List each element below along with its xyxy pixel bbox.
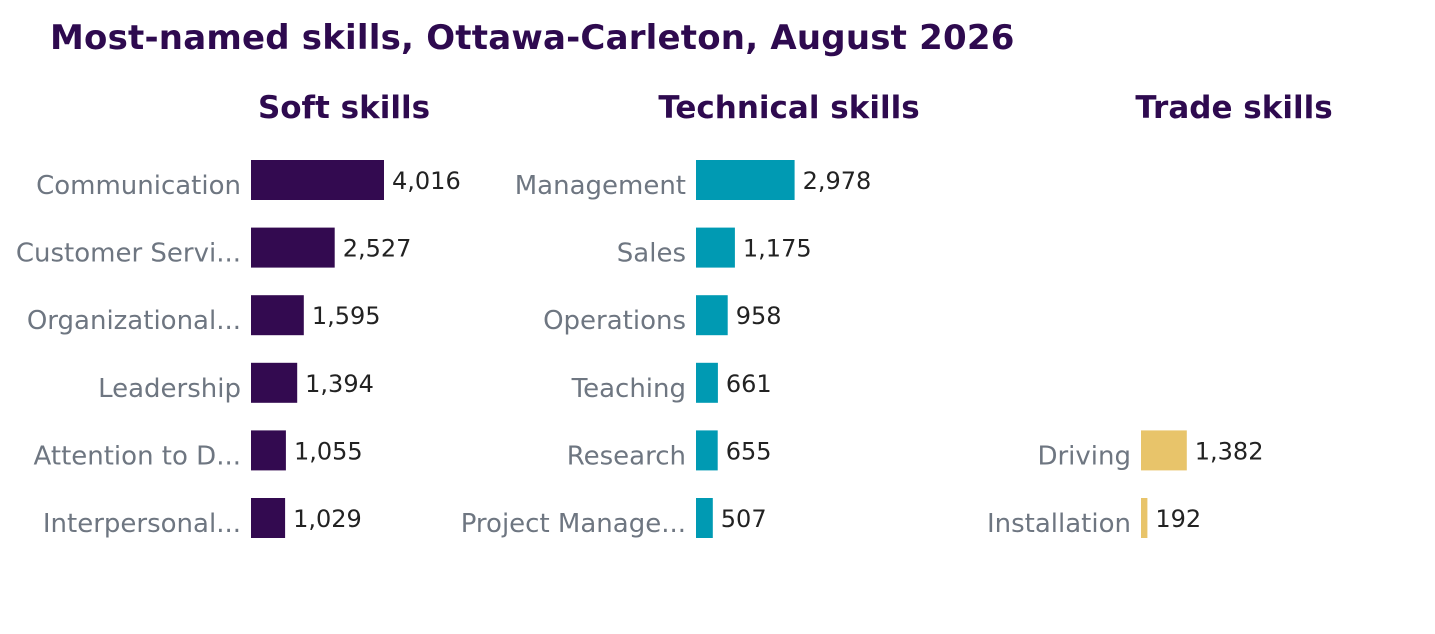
soft-skills-bar xyxy=(251,362,298,403)
soft-skills-bar xyxy=(251,430,286,471)
technical-skills-category-label: Project Manage... xyxy=(461,509,686,539)
technical-skills-category-label: Operations xyxy=(543,306,686,336)
technical-skills-category-label: Sales xyxy=(617,239,686,269)
technical-skills-bar xyxy=(696,160,795,200)
technical-skills-value-label: 2,978 xyxy=(803,167,872,195)
technical-skills-value-label: 507 xyxy=(721,505,767,533)
technical-skills-value-label: 1,175 xyxy=(743,235,812,263)
trade-skills-bar xyxy=(1141,430,1187,471)
trade-skills-value-label: 192 xyxy=(1155,505,1201,533)
soft-skills-value-label: 2,527 xyxy=(343,235,412,263)
soft-skills-bar xyxy=(251,227,335,268)
technical-skills-bar xyxy=(696,295,728,336)
soft-skills-category-label: Interpersonal... xyxy=(43,509,241,539)
trade-skills-category-label: Installation xyxy=(987,509,1131,539)
technical-skills-value-label: 958 xyxy=(736,302,782,330)
soft-skills-value-label: 1,055 xyxy=(294,437,363,465)
soft-skills-value-label: 1,029 xyxy=(293,505,362,533)
trade-skills-value-label: 1,382 xyxy=(1195,437,1264,465)
technical-skills-category-label: Teaching xyxy=(571,374,686,404)
soft-skills-category-label: Customer Servi... xyxy=(16,239,241,269)
soft-skills-value-label: 1,595 xyxy=(312,302,381,330)
technical-skills-value-label: 655 xyxy=(726,437,772,465)
trade-skills-category-label: Driving xyxy=(1037,441,1131,471)
soft-skills-category-label: Communication xyxy=(36,171,241,201)
trade-skills-bar xyxy=(1141,498,1148,538)
soft-skills-value-label: 1,394 xyxy=(305,370,374,398)
soft-skills-category-label: Leadership xyxy=(98,374,241,404)
soft-skills-bar xyxy=(251,498,286,538)
soft-skills-bar xyxy=(251,160,384,200)
soft-skills-bar xyxy=(251,295,304,336)
soft-skills-category-label: Attention to D... xyxy=(34,441,241,471)
soft-skills-category-label: Organizational... xyxy=(27,306,241,336)
trade-skills-panel-title: Trade skills xyxy=(1135,90,1332,126)
technical-skills-category-label: Management xyxy=(515,171,686,201)
technical-skills-bar xyxy=(696,362,718,403)
soft-skills-value-label: 4,016 xyxy=(392,167,461,195)
technical-skills-bar xyxy=(696,498,713,538)
technical-skills-bar xyxy=(696,430,718,471)
technical-skills-value-label: 661 xyxy=(726,370,772,398)
chart-title: Most-named skills, Ottawa-Carleton, Augu… xyxy=(50,18,1015,58)
technical-skills-category-label: Research xyxy=(567,441,686,471)
technical-skills-panel-title: Technical skills xyxy=(658,90,919,126)
soft-skills-panel-title: Soft skills xyxy=(258,90,430,126)
technical-skills-bar xyxy=(696,227,735,268)
